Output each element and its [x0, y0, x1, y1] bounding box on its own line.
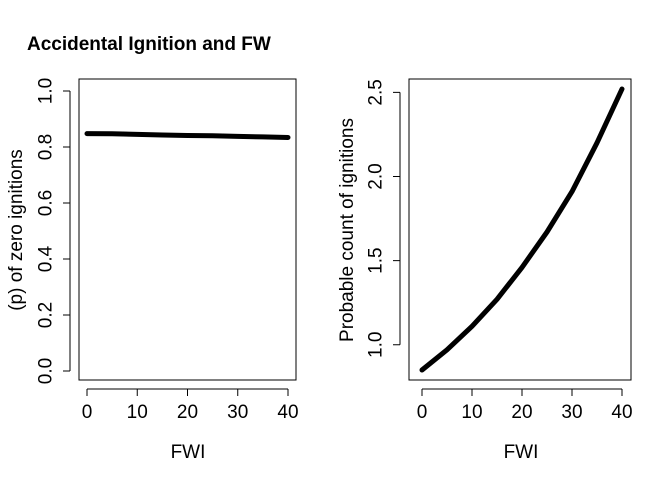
- left-series-line: [84, 131, 291, 140]
- left-y-tick-label: 1.0: [36, 78, 57, 104]
- right-panel: FWI Probable count of ignitions 0 10 20 30 4…: [337, 78, 633, 463]
- left-y-tick-label: 0.4: [36, 245, 57, 272]
- left-y-tick-label: 0.8: [36, 134, 57, 160]
- right-y-tick-label: 2.5: [366, 79, 387, 105]
- right-x-tick-label: 20: [511, 402, 532, 423]
- right-x-axis-label: FWI: [504, 442, 539, 463]
- left-x-axis-label: FWI: [171, 442, 206, 463]
- left-x-tick-label: 0: [82, 402, 93, 423]
- right-plot-frame: [408, 78, 632, 381]
- left-y-axis-label: (p) of zero ignitions: [6, 149, 27, 311]
- left-x-tick-label: 20: [177, 402, 198, 423]
- left-plot-frame: [78, 78, 297, 381]
- right-y-tick-label: 1.0: [366, 332, 387, 358]
- left-panel: FWI (p) of zero ignitions 0 10 20 30 40 0.0 0.…: [6, 78, 299, 463]
- left-x-tick-label: 30: [227, 402, 248, 423]
- right-y-tick-label: 2.0: [366, 163, 387, 189]
- right-x-tick-label: 30: [561, 402, 582, 423]
- left-y-tick-label: 0.2: [36, 302, 57, 328]
- left-y-tick-label: 0.0: [36, 358, 57, 384]
- right-series-line: [419, 86, 625, 373]
- right-y-tick-label: 1.5: [366, 247, 387, 273]
- right-x-tick-label: 40: [611, 402, 632, 423]
- right-x-tick-label: 10: [461, 402, 482, 423]
- right-x-tick-label: 0: [417, 402, 428, 423]
- left-x-tick-label: 40: [277, 402, 298, 423]
- right-y-axis-label: Probable count of ignitions: [337, 118, 358, 342]
- chart-title: Accidental Ignition and FW: [27, 34, 271, 55]
- left-x-tick-label: 10: [127, 402, 148, 423]
- left-y-tick-label: 0.6: [36, 190, 57, 216]
